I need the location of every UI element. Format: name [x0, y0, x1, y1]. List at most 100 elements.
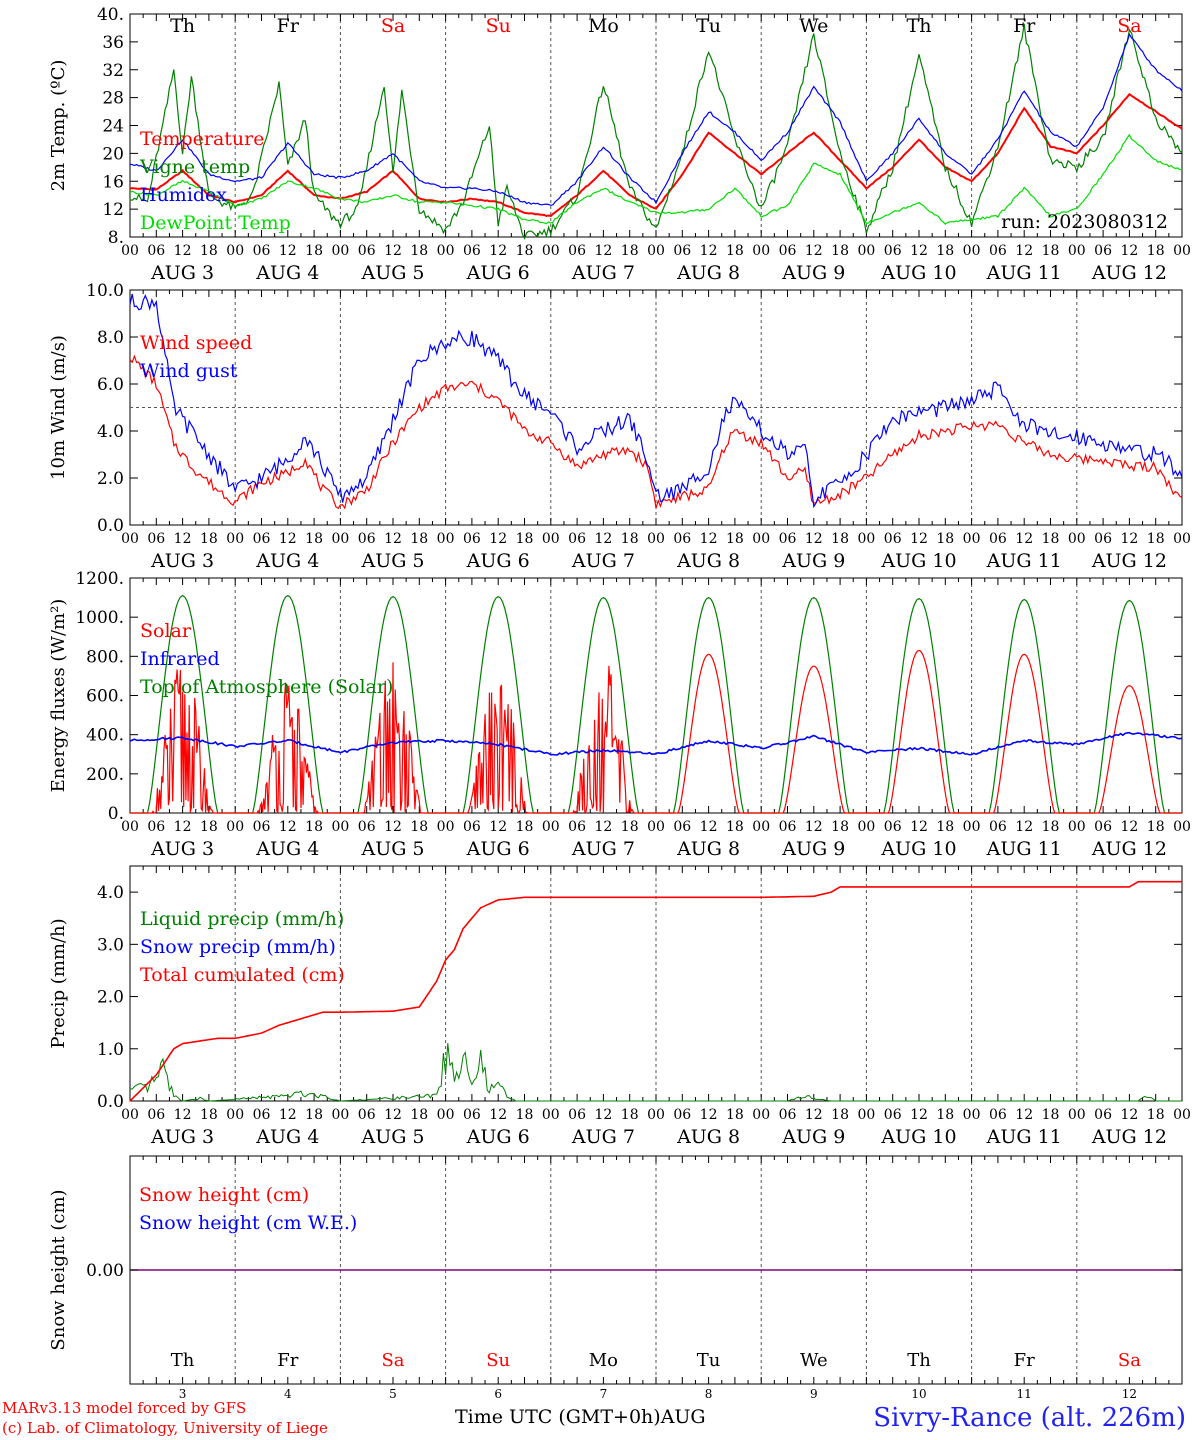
hour-tick-label: 06 — [253, 243, 271, 259]
date-label: AUG 7 — [571, 550, 635, 572]
series-dewpoint-temp — [129, 133, 1183, 225]
y-axis-label: Precip (mm/h) — [48, 918, 69, 1048]
y-tick-label: 600. — [86, 687, 124, 707]
legend-entry: Snow height (cm) — [139, 1184, 309, 1206]
hour-tick-label: 18 — [305, 819, 323, 835]
date-label: AUG 6 — [466, 550, 530, 572]
legend-entry: Total cumulated (cm) — [140, 964, 345, 986]
top-day-label: Sa — [381, 15, 405, 37]
hour-tick-label: 06 — [463, 531, 481, 547]
top-day-label: Su — [486, 15, 511, 37]
date-label: AUG 12 — [1091, 838, 1167, 860]
hour-tick-label: 00 — [752, 819, 770, 835]
hour-tick-label: 12 — [1120, 243, 1138, 259]
station-label: Sivry-Rance (alt. 226m) — [873, 1403, 1186, 1433]
series-vigne-temp — [129, 23, 1183, 240]
hour-tick-label: 00 — [121, 1107, 139, 1123]
hour-tick-label: 12 — [279, 1107, 297, 1123]
bottom-day-number: 3 — [179, 1387, 187, 1401]
run-annotation: run: 2023080312 — [1001, 211, 1168, 233]
bottom-day-number: 11 — [1017, 1387, 1032, 1401]
hour-tick-label: 12 — [910, 531, 928, 547]
x-axis-label: Time UTC (GMT+0h)AUG — [455, 1406, 706, 1428]
y-tick-label: 8. — [108, 228, 124, 248]
hour-tick-label: 18 — [936, 243, 954, 259]
hour-tick-label: 06 — [568, 531, 586, 547]
hour-tick-label: 12 — [174, 243, 192, 259]
legend-entry: Top of Atmosphere (Solar) — [140, 676, 393, 698]
hour-tick-label: 12 — [594, 1107, 612, 1123]
y-tick-label: 800. — [86, 647, 124, 667]
hour-tick-label: 12 — [384, 1107, 402, 1123]
hour-tick-label: 12 — [700, 243, 718, 259]
date-label: AUG 9 — [781, 1126, 845, 1148]
hour-tick-label: 00 — [752, 243, 770, 259]
top-day-label: Mo — [588, 15, 619, 37]
date-label: AUG 7 — [571, 262, 635, 284]
date-label: AUG 6 — [466, 1126, 530, 1148]
hour-tick-label: 00 — [437, 243, 455, 259]
hour-tick-label: 00 — [121, 819, 139, 835]
hour-tick-label: 06 — [673, 1107, 691, 1123]
date-label: AUG 4 — [255, 550, 319, 572]
hour-tick-label: 18 — [936, 1107, 954, 1123]
top-day-label: Sa — [1117, 15, 1141, 37]
date-label: AUG 10 — [880, 838, 956, 860]
date-label: AUG 4 — [255, 1126, 319, 1148]
date-label: AUG 7 — [571, 838, 635, 860]
series-temperature — [129, 92, 1183, 218]
y-tick-label: 12 — [102, 200, 124, 220]
date-label: AUG 11 — [986, 550, 1062, 572]
hour-tick-label: 18 — [200, 1107, 218, 1123]
date-label: AUG 7 — [571, 1126, 635, 1148]
hour-tick-label: 18 — [1042, 1107, 1060, 1123]
hour-tick-label: 12 — [489, 1107, 507, 1123]
hour-tick-label: 18 — [621, 1107, 639, 1123]
bottom-day-label: Sa — [1118, 1350, 1141, 1371]
legend-entry: Snow precip (mm/h) — [140, 936, 336, 958]
hour-tick-label: 00 — [542, 243, 560, 259]
bottom-day-number: 6 — [494, 1387, 502, 1401]
hour-tick-label: 06 — [253, 819, 271, 835]
hour-tick-label: 12 — [700, 819, 718, 835]
hour-tick-label: 18 — [200, 243, 218, 259]
y-tick-label: 4.0 — [97, 422, 124, 442]
hour-tick-label: 00 — [331, 1107, 349, 1123]
top-day-label: We — [799, 15, 828, 37]
y-tick-label: 4.0 — [97, 883, 124, 903]
hour-tick-label: 06 — [884, 243, 902, 259]
hour-tick-label: 12 — [805, 1107, 823, 1123]
hour-tick-label: 12 — [1120, 531, 1138, 547]
hour-tick-label: 00 — [1068, 1107, 1086, 1123]
date-label: AUG 12 — [1091, 550, 1167, 572]
bottom-day-label: Tu — [697, 1350, 721, 1371]
hour-tick-label: 18 — [1147, 819, 1165, 835]
hour-tick-label: 06 — [568, 1107, 586, 1123]
hour-tick-label: 06 — [989, 1107, 1007, 1123]
y-tick-label: 1200. — [75, 569, 124, 589]
hour-tick-label: 00 — [752, 531, 770, 547]
series-liquid-precip — [129, 1043, 1182, 1102]
hour-tick-label: 06 — [1094, 243, 1112, 259]
hour-tick-label: 12 — [279, 243, 297, 259]
hour-tick-label: 06 — [253, 1107, 271, 1123]
hour-tick-label: 00 — [1173, 819, 1191, 835]
hour-tick-label: 18 — [936, 531, 954, 547]
legend-entry: Solar — [140, 620, 192, 642]
hour-tick-label: 18 — [1042, 819, 1060, 835]
date-label: AUG 8 — [676, 838, 740, 860]
series-infrared — [129, 731, 1183, 756]
y-tick-label: 3.0 — [97, 935, 124, 955]
hour-tick-label: 06 — [673, 243, 691, 259]
date-label: AUG 6 — [466, 262, 530, 284]
date-label: AUG 5 — [360, 838, 424, 860]
hour-tick-label: 12 — [1015, 531, 1033, 547]
bottom-day-label: We — [800, 1350, 828, 1371]
hour-tick-label: 06 — [884, 819, 902, 835]
hour-tick-label: 18 — [305, 243, 323, 259]
hour-tick-label: 00 — [963, 819, 981, 835]
hour-tick-label: 00 — [647, 819, 665, 835]
hour-tick-label: 06 — [463, 243, 481, 259]
bottom-day-label: Fr — [1014, 1350, 1035, 1371]
